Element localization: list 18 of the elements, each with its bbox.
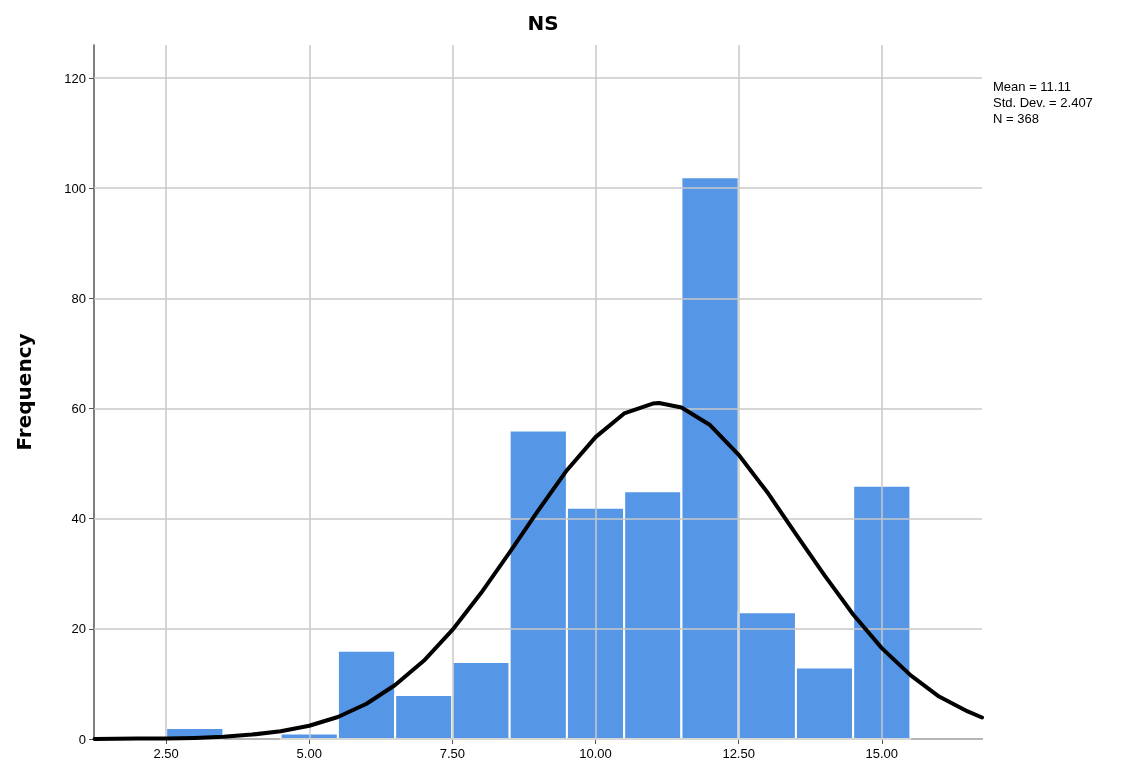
y-tick-label: 60 — [71, 401, 86, 417]
y-tick-label: 20 — [71, 621, 86, 637]
x-tick-label: 2.50 — [153, 746, 179, 761]
x-tick-label: 5.00 — [296, 746, 322, 761]
x-tick-label: 7.50 — [439, 746, 466, 761]
y-tick-label: 0 — [78, 731, 86, 747]
y-tick-label: 100 — [64, 180, 86, 196]
text: N = 368 — [993, 111, 1039, 126]
chart-title: NS — [527, 11, 559, 35]
y-tick-label: 40 — [71, 511, 86, 527]
y-tick-label: 120 — [64, 70, 86, 86]
text: Mean = 11.11 — [993, 79, 1071, 94]
x-tick-label: 15.00 — [865, 746, 899, 761]
text: Std. Dev. = 2.407 — [993, 95, 1093, 110]
x-tick-label: 12.50 — [722, 746, 755, 761]
y-tick-label: 80 — [71, 290, 86, 306]
y-axis-title: Frequency — [12, 333, 36, 451]
x-tick-label: 10.00 — [579, 746, 612, 761]
